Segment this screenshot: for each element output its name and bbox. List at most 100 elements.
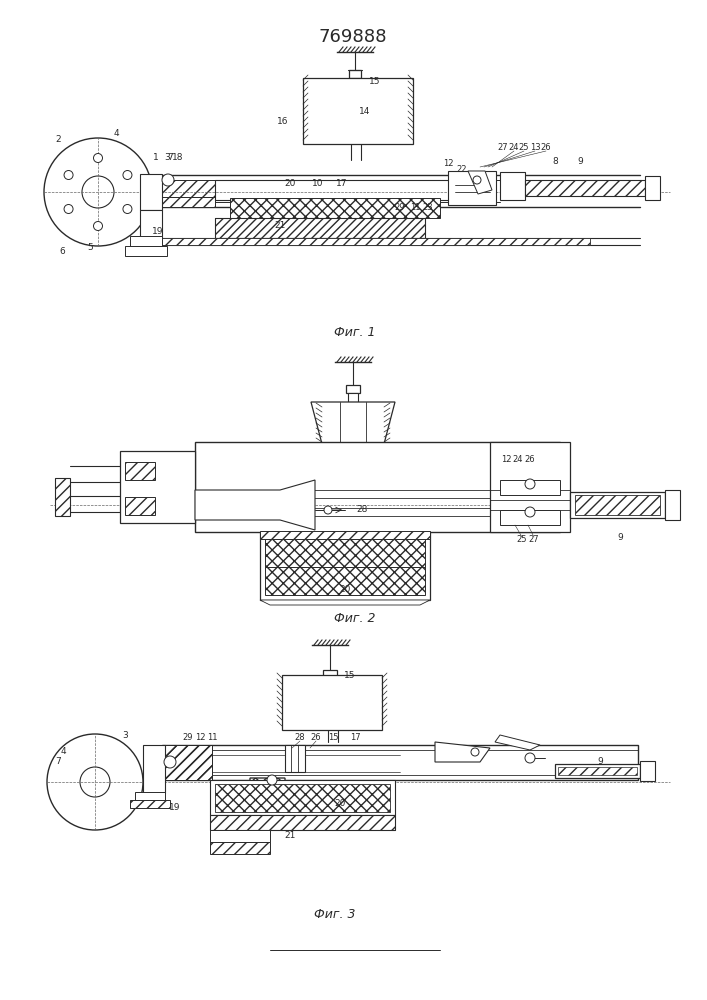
- Polygon shape: [311, 402, 395, 444]
- Text: 25: 25: [517, 536, 527, 544]
- Bar: [349, 70, 361, 78]
- Circle shape: [267, 775, 277, 785]
- Bar: [640, 761, 655, 781]
- Polygon shape: [195, 480, 315, 530]
- Bar: [525, 180, 645, 196]
- Bar: [140, 174, 162, 210]
- Bar: [55, 478, 70, 516]
- Bar: [500, 480, 560, 495]
- Bar: [210, 780, 395, 815]
- Text: Фиг. 3: Фиг. 3: [314, 908, 356, 922]
- Bar: [130, 800, 170, 808]
- Text: 22: 22: [457, 165, 467, 174]
- Circle shape: [82, 176, 114, 208]
- Bar: [162, 745, 212, 780]
- Text: 7: 7: [55, 758, 61, 766]
- Text: 23: 23: [423, 202, 433, 212]
- Bar: [215, 218, 425, 238]
- Bar: [210, 815, 395, 830]
- Bar: [215, 218, 425, 238]
- Text: 20: 20: [334, 800, 346, 808]
- Text: 19: 19: [152, 227, 164, 235]
- Text: 3: 3: [164, 152, 170, 161]
- Circle shape: [93, 153, 103, 162]
- Circle shape: [44, 138, 152, 246]
- Text: 11: 11: [206, 734, 217, 742]
- Circle shape: [525, 507, 535, 517]
- Bar: [285, 745, 305, 772]
- Bar: [130, 236, 162, 246]
- Text: 4: 4: [113, 129, 119, 138]
- Text: 9: 9: [577, 157, 583, 166]
- Bar: [260, 531, 430, 539]
- Bar: [348, 393, 358, 402]
- Bar: [525, 180, 645, 196]
- Bar: [210, 830, 270, 842]
- Bar: [448, 171, 496, 205]
- Text: 3: 3: [122, 730, 128, 740]
- Bar: [215, 180, 455, 200]
- Bar: [125, 462, 155, 480]
- Bar: [265, 539, 425, 567]
- Circle shape: [80, 767, 110, 797]
- Circle shape: [164, 756, 176, 768]
- Bar: [323, 670, 337, 678]
- Text: 14: 14: [359, 107, 370, 116]
- Polygon shape: [468, 171, 492, 194]
- Bar: [125, 246, 167, 256]
- Text: 13: 13: [530, 143, 540, 152]
- Text: 9: 9: [617, 534, 623, 542]
- Bar: [210, 842, 270, 854]
- Text: 26: 26: [310, 734, 321, 742]
- Bar: [143, 745, 165, 793]
- Bar: [325, 678, 335, 687]
- Bar: [555, 764, 640, 778]
- Polygon shape: [250, 778, 285, 792]
- Text: 19: 19: [169, 802, 181, 812]
- Polygon shape: [435, 742, 490, 762]
- Text: 15: 15: [369, 78, 381, 87]
- Circle shape: [123, 170, 132, 180]
- Text: 6: 6: [59, 247, 65, 256]
- Text: 15: 15: [344, 670, 356, 680]
- Text: 21: 21: [284, 830, 296, 840]
- Bar: [558, 767, 637, 775]
- Text: 28: 28: [356, 506, 368, 514]
- Circle shape: [473, 176, 481, 184]
- Text: 7: 7: [167, 152, 173, 161]
- Text: 12: 12: [501, 456, 511, 464]
- Bar: [210, 815, 395, 830]
- Text: 769888: 769888: [319, 28, 387, 46]
- Text: 17: 17: [350, 734, 361, 742]
- Bar: [303, 78, 413, 144]
- Text: 29: 29: [182, 734, 193, 742]
- Text: 29: 29: [395, 202, 405, 212]
- Bar: [570, 492, 665, 518]
- Text: 15: 15: [328, 734, 338, 742]
- Circle shape: [64, 170, 73, 180]
- Circle shape: [93, 222, 103, 231]
- Bar: [125, 497, 155, 515]
- Text: 26: 26: [525, 456, 535, 464]
- Bar: [265, 567, 425, 595]
- Circle shape: [471, 748, 479, 756]
- Text: 18: 18: [173, 152, 184, 161]
- Text: 16: 16: [277, 117, 288, 126]
- Bar: [645, 176, 660, 200]
- Circle shape: [47, 734, 143, 830]
- Circle shape: [162, 174, 174, 186]
- Text: 10: 10: [312, 178, 324, 188]
- Text: 28: 28: [295, 734, 305, 742]
- Bar: [230, 198, 440, 218]
- Text: 24: 24: [509, 143, 519, 152]
- Circle shape: [64, 205, 73, 214]
- Bar: [500, 172, 525, 200]
- Text: 24: 24: [513, 456, 523, 464]
- Circle shape: [123, 205, 132, 214]
- Polygon shape: [495, 735, 540, 750]
- Text: 2: 2: [55, 135, 61, 144]
- Bar: [665, 490, 680, 520]
- Text: 4: 4: [60, 748, 66, 756]
- Bar: [160, 197, 215, 207]
- Bar: [346, 385, 360, 393]
